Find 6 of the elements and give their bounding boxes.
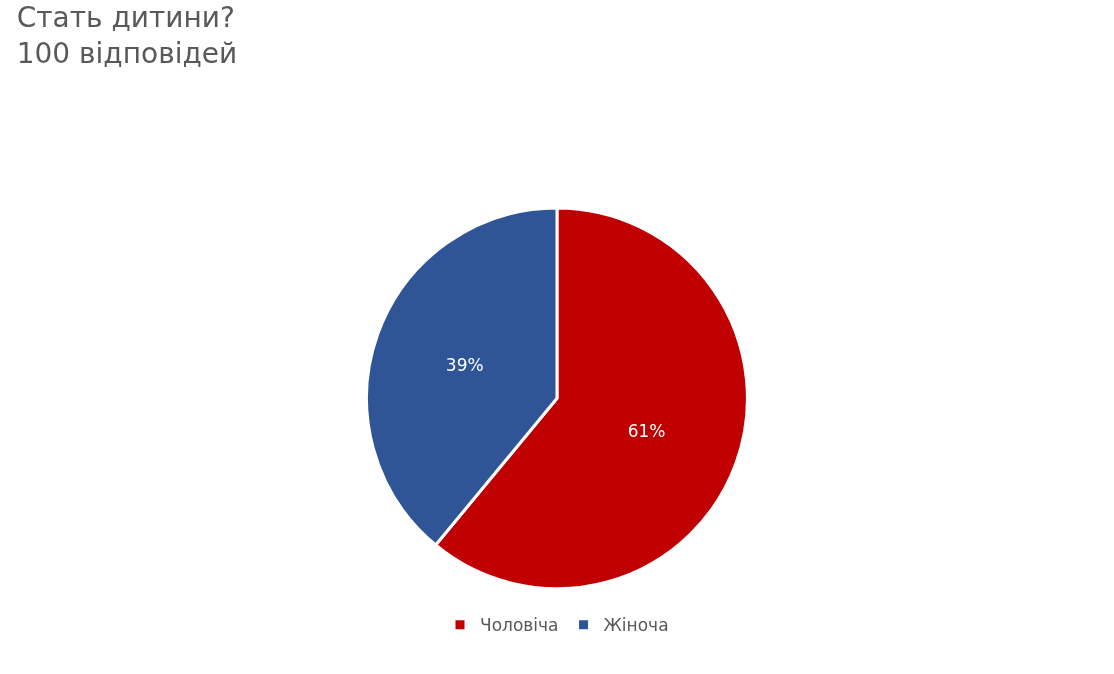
text: Стать дитини? bbox=[16, 0, 235, 34]
text: 100 відповідей bbox=[16, 37, 238, 71]
legend-label: Жіноча bbox=[603, 615, 669, 636]
legend-label: Чоловіча bbox=[480, 615, 559, 636]
data-label: 61% bbox=[627, 420, 666, 441]
data-label: 39% bbox=[445, 355, 484, 376]
